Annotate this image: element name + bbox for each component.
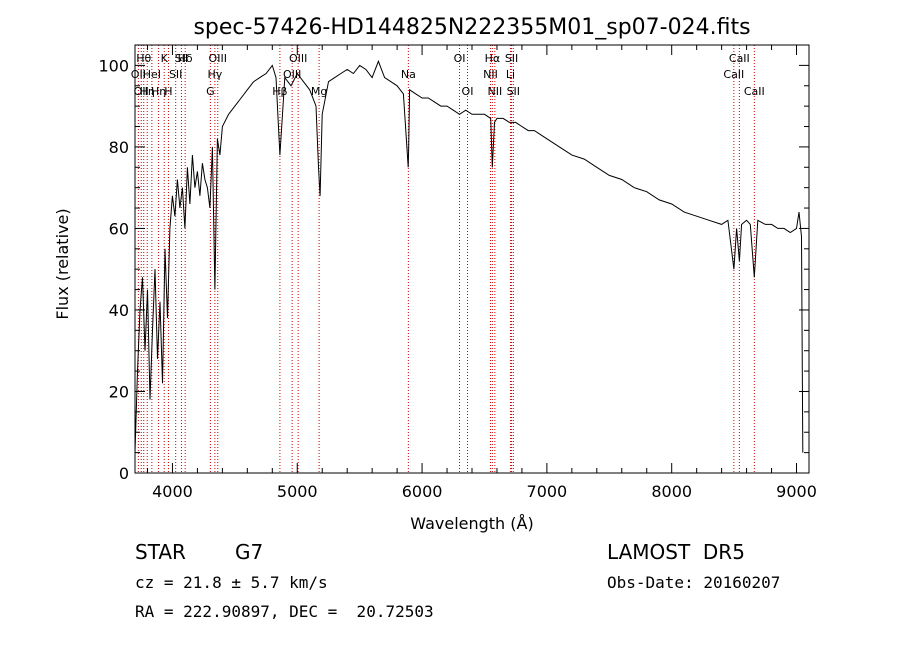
x-axis-ticks: 4000 5000 6000 7000 8000 9000 <box>146 45 817 501</box>
object-class: STAR <box>135 540 186 564</box>
line-marker-label: Hβ <box>272 85 287 98</box>
line-marker-label: OII <box>134 85 149 98</box>
spectral-line-labels: OIIOIIHθHηHeIHηKHSIISIIHδGHγOIIIHβOIIIOI… <box>131 52 765 98</box>
line-marker-label: OIII <box>289 52 307 65</box>
observation-date: Obs-Date: 20160207 <box>607 573 781 592</box>
y-tick-label: 100 <box>98 56 129 75</box>
line-marker-label: Na <box>401 68 416 81</box>
spectral-line-markers <box>137 45 755 473</box>
object-subclass: G7 <box>235 540 264 564</box>
line-marker-label: OIII <box>209 52 227 65</box>
line-marker-label: Hγ <box>207 68 222 81</box>
x-tick-label: 7000 <box>527 482 568 501</box>
line-marker-label: HeI <box>143 68 161 81</box>
y-tick-label: 0 <box>119 464 129 483</box>
x-tick-label: 6000 <box>402 482 443 501</box>
ra-dec-coordinates: RA = 222.90897, DEC = 20.72503 <box>135 602 434 621</box>
redshift-velocity: cz = 21.8 ± 5.7 km/s <box>135 573 328 592</box>
line-marker-label: OIII <box>283 68 301 81</box>
line-marker-label: Li <box>506 68 515 81</box>
y-tick-label: 60 <box>109 219 129 238</box>
line-marker-label: SII <box>505 52 518 65</box>
line-marker-label: Hη <box>140 85 155 98</box>
line-marker-label: H <box>164 85 172 98</box>
spectrum-line <box>134 59 804 453</box>
line-marker-label: CaII <box>729 52 750 65</box>
line-marker-label: CaII <box>744 85 765 98</box>
chart-title: spec-57426-HD144825N222355M01_sp07-024.f… <box>193 15 750 40</box>
line-marker-label: Mg <box>311 85 327 98</box>
line-marker-label: SII <box>175 52 188 65</box>
survey-name: LAMOST DR5 <box>607 540 745 564</box>
y-tick-label: 40 <box>109 301 129 320</box>
line-marker-label: Hδ <box>178 52 193 65</box>
x-tick-label: 9000 <box>776 482 817 501</box>
y-axis-ticks: 0 20 40 60 80 100 <box>98 56 809 483</box>
line-marker-label: OI <box>454 52 466 65</box>
line-marker-label: NII <box>483 68 498 81</box>
x-tick-label: 8000 <box>651 482 692 501</box>
line-marker-label: Hα <box>485 52 501 65</box>
line-marker-label: NII <box>487 85 502 98</box>
line-marker-label: Hθ <box>136 52 151 65</box>
x-axis-label: Wavelength (Å) <box>410 514 533 533</box>
plot-frame <box>134 44 810 474</box>
line-marker-label: K <box>161 52 169 65</box>
y-tick-label: 80 <box>109 138 129 157</box>
line-marker-label: CaII <box>723 68 744 81</box>
line-marker-label: SII <box>169 68 182 81</box>
y-axis-label: Flux (relative) <box>53 208 72 319</box>
y-tick-label: 20 <box>109 382 129 401</box>
line-marker-label: SII <box>507 85 520 98</box>
line-marker-label: Hη <box>151 85 166 98</box>
line-marker-label: OI <box>462 85 474 98</box>
x-tick-label: 4000 <box>152 482 193 501</box>
line-marker-label: G <box>206 85 215 98</box>
x-tick-label: 5000 <box>277 482 318 501</box>
